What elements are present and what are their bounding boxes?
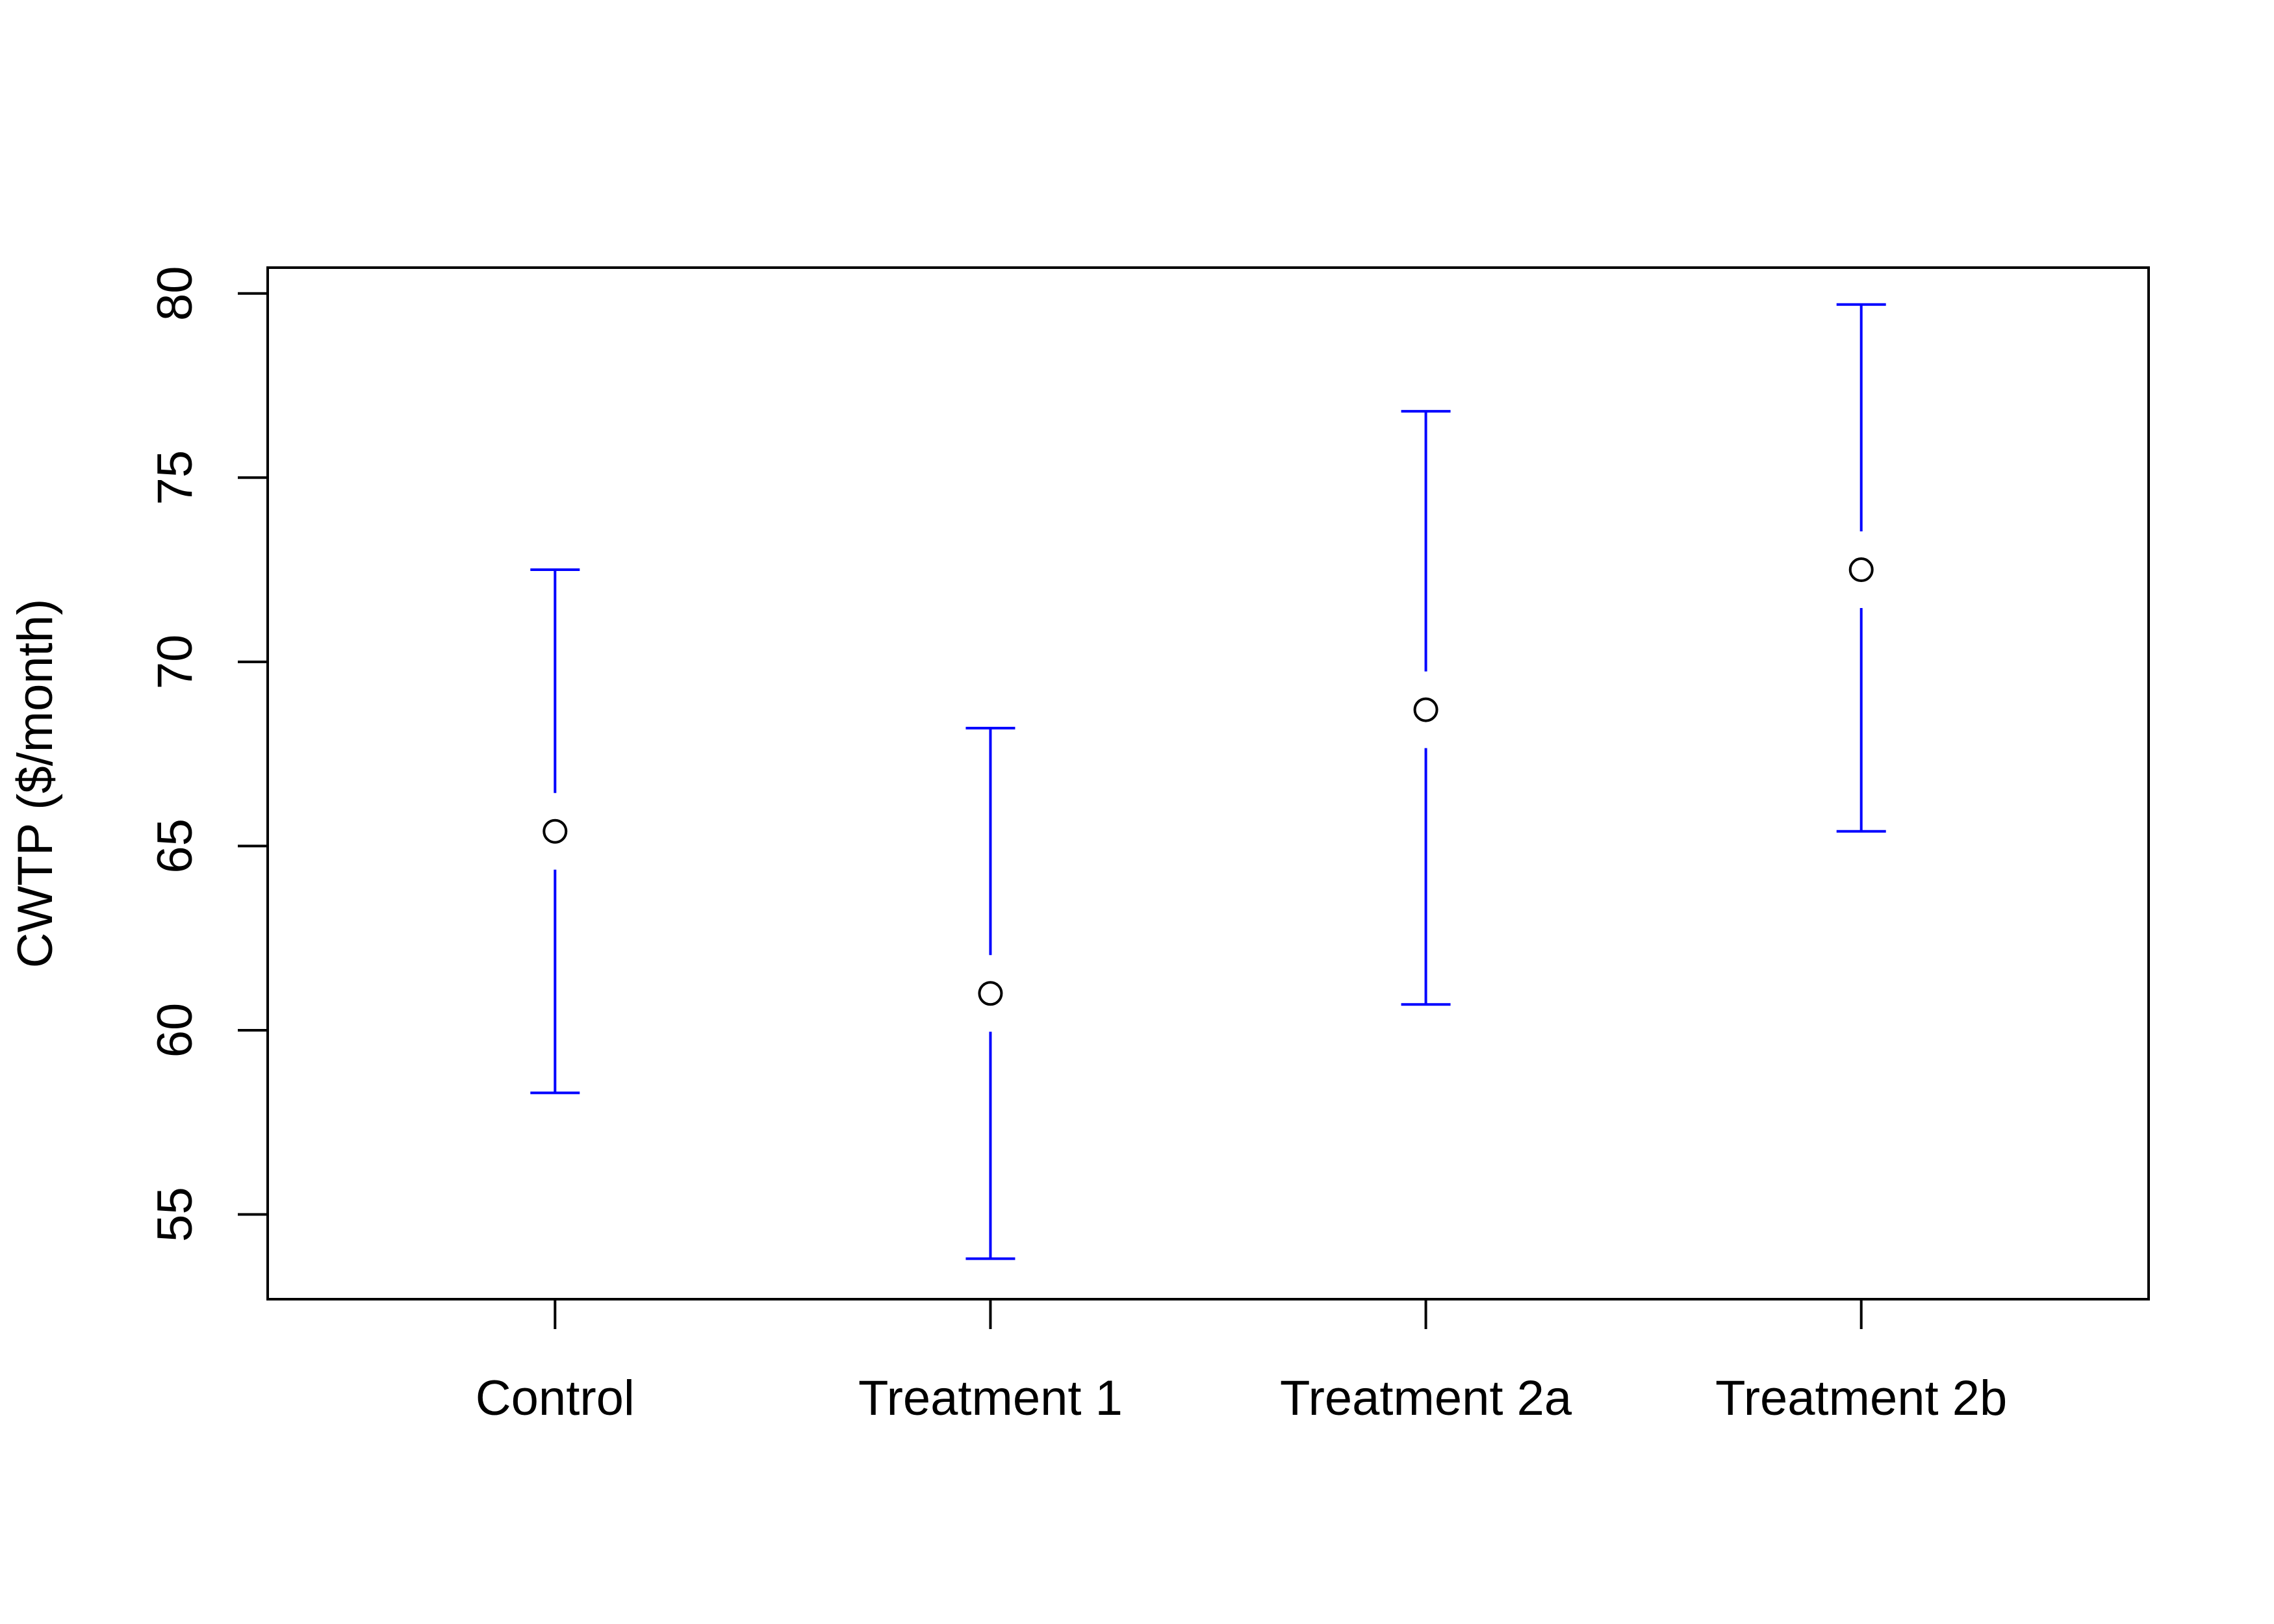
point-estimate-marker (543, 818, 568, 844)
y-tick-label: 75 (147, 450, 203, 505)
y-tick-label: 65 (147, 818, 203, 874)
point-estimate-marker (1848, 557, 1874, 583)
y-tick-label: 55 (147, 1187, 203, 1242)
x-tick-label: Treatment 2b (1715, 1371, 2007, 1426)
y-tick-label: 60 (147, 1003, 203, 1058)
y-tick-label: 70 (147, 635, 203, 690)
y-axis: 55 60 65 70 75 80 (147, 266, 269, 1242)
x-tick-label: Treatment 2a (1280, 1371, 1572, 1426)
y-tick-label: 80 (147, 266, 203, 321)
error-bars (530, 303, 1886, 1260)
y-axis-label: CWTP ($/month) (8, 599, 63, 969)
x-tick-label: Control (476, 1371, 635, 1426)
plot-box (266, 266, 2150, 1300)
x-tick-label: Treatment 1 (858, 1371, 1123, 1426)
point-estimate-marker (978, 981, 1003, 1006)
point-estimates (543, 557, 1874, 1006)
point-estimate-marker (1413, 697, 1438, 722)
x-axis: Control Treatment 1 Treatment 2a Treatment … (476, 1299, 2007, 1426)
